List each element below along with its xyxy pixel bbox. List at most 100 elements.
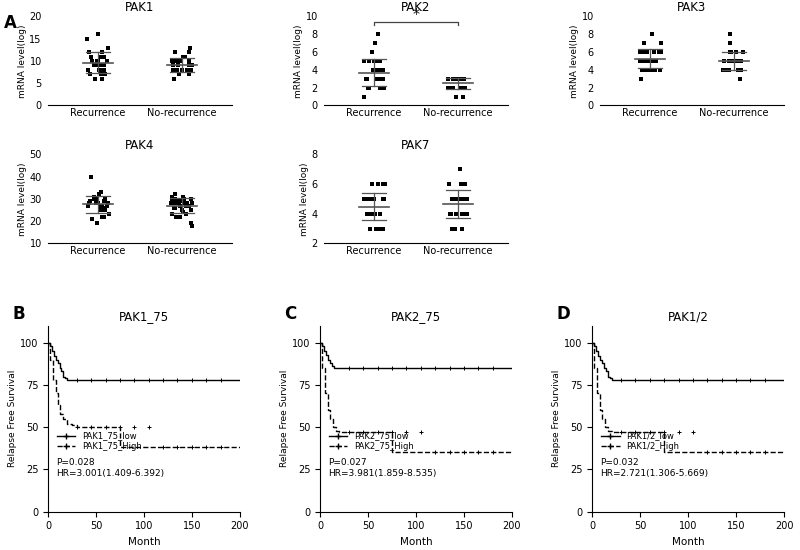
Point: [450, 74, 462, 83]
Point: [362, 195, 375, 204]
Point: [461, 210, 474, 218]
Point: [722, 65, 735, 74]
Point: [725, 57, 738, 65]
Point: [647, 57, 660, 65]
Point: [96, 48, 109, 57]
Text: P=0.028: P=0.028: [56, 458, 94, 466]
Point: [89, 74, 102, 83]
Point: [96, 212, 109, 221]
Point: [456, 195, 469, 204]
Point: [368, 195, 381, 204]
Point: [728, 57, 741, 65]
Point: [86, 57, 98, 65]
Text: C: C: [284, 305, 297, 323]
Point: [180, 199, 193, 208]
Point: [370, 224, 382, 233]
Point: [735, 57, 748, 65]
Point: [83, 197, 96, 206]
Title: PAK1: PAK1: [126, 1, 154, 14]
Point: [90, 57, 103, 65]
Point: [447, 74, 460, 83]
Point: [99, 197, 112, 206]
Point: [454, 74, 467, 83]
Point: [364, 210, 377, 218]
Point: [370, 74, 383, 83]
Point: [446, 74, 459, 83]
Point: [361, 83, 374, 92]
Point: [367, 65, 380, 74]
Point: [455, 83, 468, 92]
Point: [363, 83, 376, 92]
Point: [365, 48, 378, 57]
Point: [718, 57, 730, 65]
Point: [169, 48, 182, 57]
Point: [638, 39, 651, 48]
Point: [184, 61, 197, 70]
Point: [369, 210, 382, 218]
Point: [177, 208, 190, 217]
Y-axis label: mRNA level(log): mRNA level(log): [570, 24, 578, 98]
Point: [449, 224, 462, 233]
Point: [446, 224, 458, 233]
Point: [361, 210, 374, 218]
Point: [372, 57, 385, 65]
Point: [168, 195, 181, 204]
Point: [724, 30, 737, 38]
Point: [370, 74, 382, 83]
Point: [90, 61, 103, 70]
Point: [646, 57, 659, 65]
Point: [368, 39, 381, 48]
Point: [87, 195, 100, 204]
Point: [722, 57, 735, 65]
Point: [647, 57, 660, 65]
Point: [182, 65, 195, 74]
X-axis label: Month: Month: [672, 537, 705, 547]
Point: [92, 199, 105, 208]
Point: [166, 197, 178, 206]
Point: [457, 92, 470, 101]
Point: [366, 195, 378, 204]
Point: [92, 57, 105, 65]
Point: [454, 180, 467, 189]
Point: [371, 224, 384, 233]
Point: [86, 57, 98, 65]
Point: [648, 48, 661, 57]
Point: [97, 65, 110, 74]
Point: [176, 197, 189, 206]
Point: [94, 206, 106, 214]
Point: [94, 201, 107, 210]
Point: [455, 83, 468, 92]
Point: [166, 61, 179, 70]
Point: [722, 57, 735, 65]
Point: [450, 210, 463, 218]
Point: [82, 65, 94, 74]
Point: [168, 57, 181, 65]
Point: [95, 65, 108, 74]
Point: [454, 83, 466, 92]
Point: [94, 188, 107, 196]
Point: [444, 83, 457, 92]
Point: [97, 61, 110, 70]
Point: [374, 210, 386, 218]
Point: [177, 192, 190, 201]
Point: [454, 74, 467, 83]
Point: [172, 61, 185, 70]
Point: [458, 210, 470, 218]
Point: [101, 57, 114, 65]
Point: [638, 65, 651, 74]
Point: [456, 83, 469, 92]
Point: [175, 197, 188, 206]
Point: [366, 210, 378, 218]
Point: [169, 204, 182, 212]
Point: [364, 195, 377, 204]
Point: [184, 61, 197, 70]
Point: [178, 52, 191, 61]
Point: [99, 204, 112, 212]
Point: [378, 83, 390, 92]
Point: [734, 57, 747, 65]
Point: [90, 199, 102, 208]
Point: [641, 57, 654, 65]
Point: [454, 83, 466, 92]
Point: [461, 210, 474, 218]
Point: [170, 212, 182, 221]
